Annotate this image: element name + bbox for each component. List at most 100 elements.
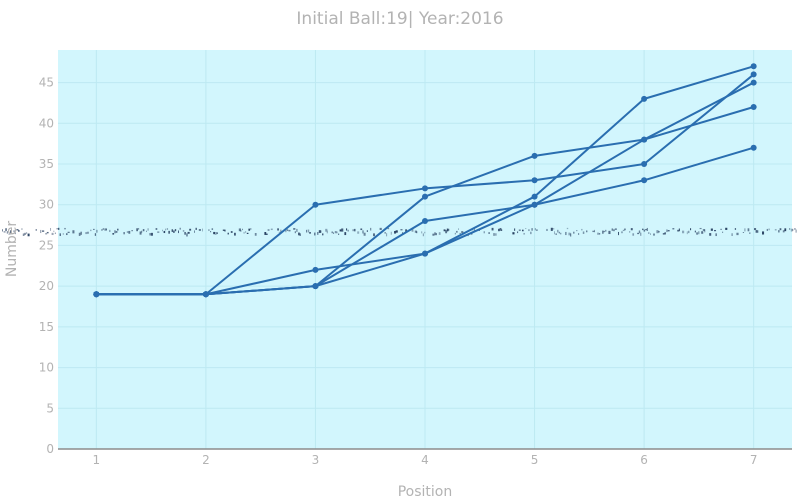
noise-mark xyxy=(243,231,245,234)
data-point xyxy=(641,161,648,167)
noise-mark xyxy=(536,229,538,231)
noise-mark xyxy=(245,231,247,233)
noise-mark xyxy=(62,233,64,235)
data-point xyxy=(531,152,538,159)
noise-mark xyxy=(155,228,158,230)
x-tick-label: 1 xyxy=(93,453,101,467)
noise-mark xyxy=(731,233,733,236)
noise-mark xyxy=(722,231,724,233)
y-axis-title: Number xyxy=(4,221,20,277)
noise-mark xyxy=(344,232,347,236)
noise-mark xyxy=(648,232,650,234)
noise-mark xyxy=(341,228,344,232)
noise-mark xyxy=(78,232,81,236)
noise-mark xyxy=(778,230,780,233)
noise-mark xyxy=(755,230,758,233)
noise-mark xyxy=(603,230,605,233)
y-tick-label: 25 xyxy=(39,238,54,252)
noise-mark xyxy=(346,228,348,231)
noise-mark xyxy=(254,233,257,236)
noise-mark xyxy=(613,229,615,232)
x-axis-title: Position xyxy=(398,484,453,500)
noise-mark xyxy=(694,230,696,233)
noise-mark xyxy=(744,228,746,232)
noise-mark xyxy=(90,229,92,232)
noise-mark xyxy=(432,233,435,236)
noise-mark xyxy=(792,228,794,231)
data-point xyxy=(422,218,428,224)
noise-mark xyxy=(242,228,244,231)
noise-mark xyxy=(554,231,555,235)
noise-mark xyxy=(142,229,145,232)
noise-mark xyxy=(384,232,387,234)
noise-mark xyxy=(394,230,397,234)
noise-mark xyxy=(163,230,166,234)
noise-mark xyxy=(454,232,456,235)
noise-mark xyxy=(46,231,49,234)
data-point xyxy=(750,79,757,86)
noise-mark xyxy=(182,230,185,232)
y-tick-label: 35 xyxy=(39,157,54,171)
noise-mark xyxy=(566,227,569,230)
noise-mark xyxy=(402,232,404,234)
noise-mark xyxy=(387,227,390,230)
noise-mark xyxy=(339,229,342,232)
noise-mark xyxy=(42,230,45,232)
noise-mark xyxy=(499,227,502,231)
data-point xyxy=(422,250,428,257)
noise-mark xyxy=(445,230,448,234)
noise-mark xyxy=(165,228,167,231)
data-point xyxy=(312,283,319,290)
noise-mark xyxy=(59,233,61,236)
noise-mark xyxy=(366,230,368,232)
noise-mark xyxy=(363,232,366,236)
noise-mark xyxy=(638,230,641,234)
noise-mark xyxy=(747,228,750,232)
noise-mark xyxy=(630,228,633,231)
noise-mark xyxy=(645,229,647,231)
noise-mark xyxy=(296,228,298,232)
noise-mark xyxy=(390,231,392,235)
noise-mark xyxy=(222,229,225,231)
noise-mark xyxy=(782,230,785,233)
noise-mark xyxy=(435,233,437,236)
noise-mark xyxy=(333,232,335,234)
noise-mark xyxy=(458,228,460,230)
noise-mark xyxy=(514,228,516,231)
noise-mark xyxy=(568,232,571,236)
noise-mark xyxy=(338,233,340,236)
noise-mark xyxy=(795,229,797,233)
noise-mark xyxy=(699,227,702,230)
noise-mark xyxy=(298,232,300,236)
noise-mark xyxy=(779,228,782,231)
noise-mark xyxy=(86,231,89,234)
noise-mark xyxy=(26,232,28,234)
noise-mark xyxy=(658,231,660,233)
noise-mark xyxy=(115,231,118,233)
noise-mark xyxy=(558,231,560,234)
noise-mark xyxy=(278,231,281,234)
noise-mark xyxy=(637,232,639,235)
data-point xyxy=(641,177,648,184)
noise-mark xyxy=(322,233,324,236)
noise-mark xyxy=(27,233,30,237)
noise-mark xyxy=(667,230,670,232)
noise-mark xyxy=(395,230,398,233)
noise-mark xyxy=(664,232,666,235)
noise-mark xyxy=(178,230,179,234)
noise-mark xyxy=(483,231,485,234)
data-point xyxy=(93,291,100,298)
noise-mark xyxy=(594,229,595,233)
noise-mark xyxy=(50,227,52,231)
noise-mark xyxy=(434,232,437,236)
noise-mark xyxy=(622,229,625,232)
noise-mark xyxy=(710,228,713,231)
noise-mark xyxy=(66,233,68,236)
noise-mark xyxy=(422,233,424,237)
noise-mark xyxy=(560,232,562,235)
noise-mark xyxy=(621,231,623,234)
noise-mark xyxy=(334,231,337,234)
noise-mark xyxy=(202,228,203,232)
y-tick-label: 15 xyxy=(39,320,54,334)
